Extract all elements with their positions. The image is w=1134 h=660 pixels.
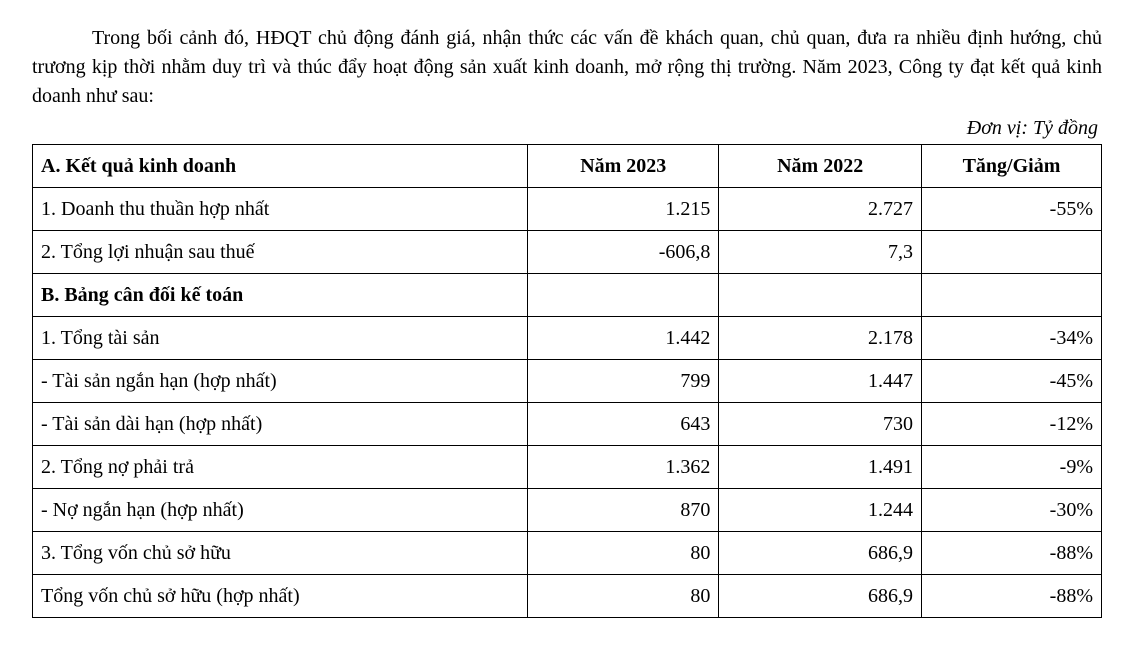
cell-delta: -88%	[921, 532, 1101, 575]
table-row: 2. Tổng nợ phải trả1.3621.491-9%	[33, 446, 1102, 489]
row-label: Tổng vốn chủ sở hữu (hợp nhất)	[33, 575, 528, 618]
cell-2023: 1.442	[528, 317, 719, 360]
header-delta: Tăng/Giảm	[921, 145, 1101, 188]
table-row: 1. Tổng tài sản1.4422.178-34%	[33, 317, 1102, 360]
table-row: 2. Tổng lợi nhuận sau thuế-606,87,3	[33, 231, 1102, 274]
cell-delta: -55%	[921, 188, 1101, 231]
cell-delta: -88%	[921, 575, 1101, 618]
row-label: - Tài sản dài hạn (hợp nhất)	[33, 403, 528, 446]
row-label: 2. Tổng nợ phải trả	[33, 446, 528, 489]
row-label: 3. Tổng vốn chủ sở hữu	[33, 532, 528, 575]
section-b-label: B. Bảng cân đối kế toán	[33, 274, 528, 317]
cell-2022: 2.178	[719, 317, 922, 360]
cell-delta	[921, 231, 1101, 274]
table-row: - Nợ ngắn hạn (hợp nhất)8701.244-30%	[33, 489, 1102, 532]
cell-2023: 643	[528, 403, 719, 446]
cell-delta: -9%	[921, 446, 1101, 489]
empty-cell	[921, 274, 1101, 317]
table-row: 3. Tổng vốn chủ sở hữu80686,9-88%	[33, 532, 1102, 575]
header-section-a: A. Kết quả kinh doanh	[33, 145, 528, 188]
cell-2023: 870	[528, 489, 719, 532]
cell-2022: 1.447	[719, 360, 922, 403]
row-label: 1. Doanh thu thuần hợp nhất	[33, 188, 528, 231]
cell-2022: 1.244	[719, 489, 922, 532]
row-label: 1. Tổng tài sản	[33, 317, 528, 360]
cell-2022: 686,9	[719, 532, 922, 575]
cell-2022: 2.727	[719, 188, 922, 231]
cell-2023: -606,8	[528, 231, 719, 274]
row-label: - Tài sản ngắn hạn (hợp nhất)	[33, 360, 528, 403]
cell-2022: 686,9	[719, 575, 922, 618]
row-label: - Nợ ngắn hạn (hợp nhất)	[33, 489, 528, 532]
cell-delta: -30%	[921, 489, 1101, 532]
financial-table: A. Kết quả kinh doanh Năm 2023 Năm 2022 …	[32, 144, 1102, 618]
section-b-row: B. Bảng cân đối kế toán	[33, 274, 1102, 317]
row-label: 2. Tổng lợi nhuận sau thuế	[33, 231, 528, 274]
header-year-2022: Năm 2022	[719, 145, 922, 188]
table-row: - Tài sản dài hạn (hợp nhất)643730-12%	[33, 403, 1102, 446]
cell-2023: 80	[528, 575, 719, 618]
table-row: 1. Doanh thu thuần hợp nhất1.2152.727-55…	[33, 188, 1102, 231]
header-year-2023: Năm 2023	[528, 145, 719, 188]
unit-line: Đơn vị: Tỷ đồng	[32, 117, 1098, 140]
intro-paragraph: Trong bối cảnh đó, HĐQT chủ động đánh gi…	[32, 24, 1102, 111]
table-header-row: A. Kết quả kinh doanh Năm 2023 Năm 2022 …	[33, 145, 1102, 188]
cell-2022: 730	[719, 403, 922, 446]
cell-2022: 7,3	[719, 231, 922, 274]
table-row: - Tài sản ngắn hạn (hợp nhất)7991.447-45…	[33, 360, 1102, 403]
cell-2023: 1.362	[528, 446, 719, 489]
table-row: Tổng vốn chủ sở hữu (hợp nhất)80686,9-88…	[33, 575, 1102, 618]
cell-2023: 1.215	[528, 188, 719, 231]
cell-delta: -34%	[921, 317, 1101, 360]
cell-2023: 799	[528, 360, 719, 403]
empty-cell	[719, 274, 922, 317]
cell-delta: -45%	[921, 360, 1101, 403]
empty-cell	[528, 274, 719, 317]
cell-2023: 80	[528, 532, 719, 575]
cell-2022: 1.491	[719, 446, 922, 489]
cell-delta: -12%	[921, 403, 1101, 446]
